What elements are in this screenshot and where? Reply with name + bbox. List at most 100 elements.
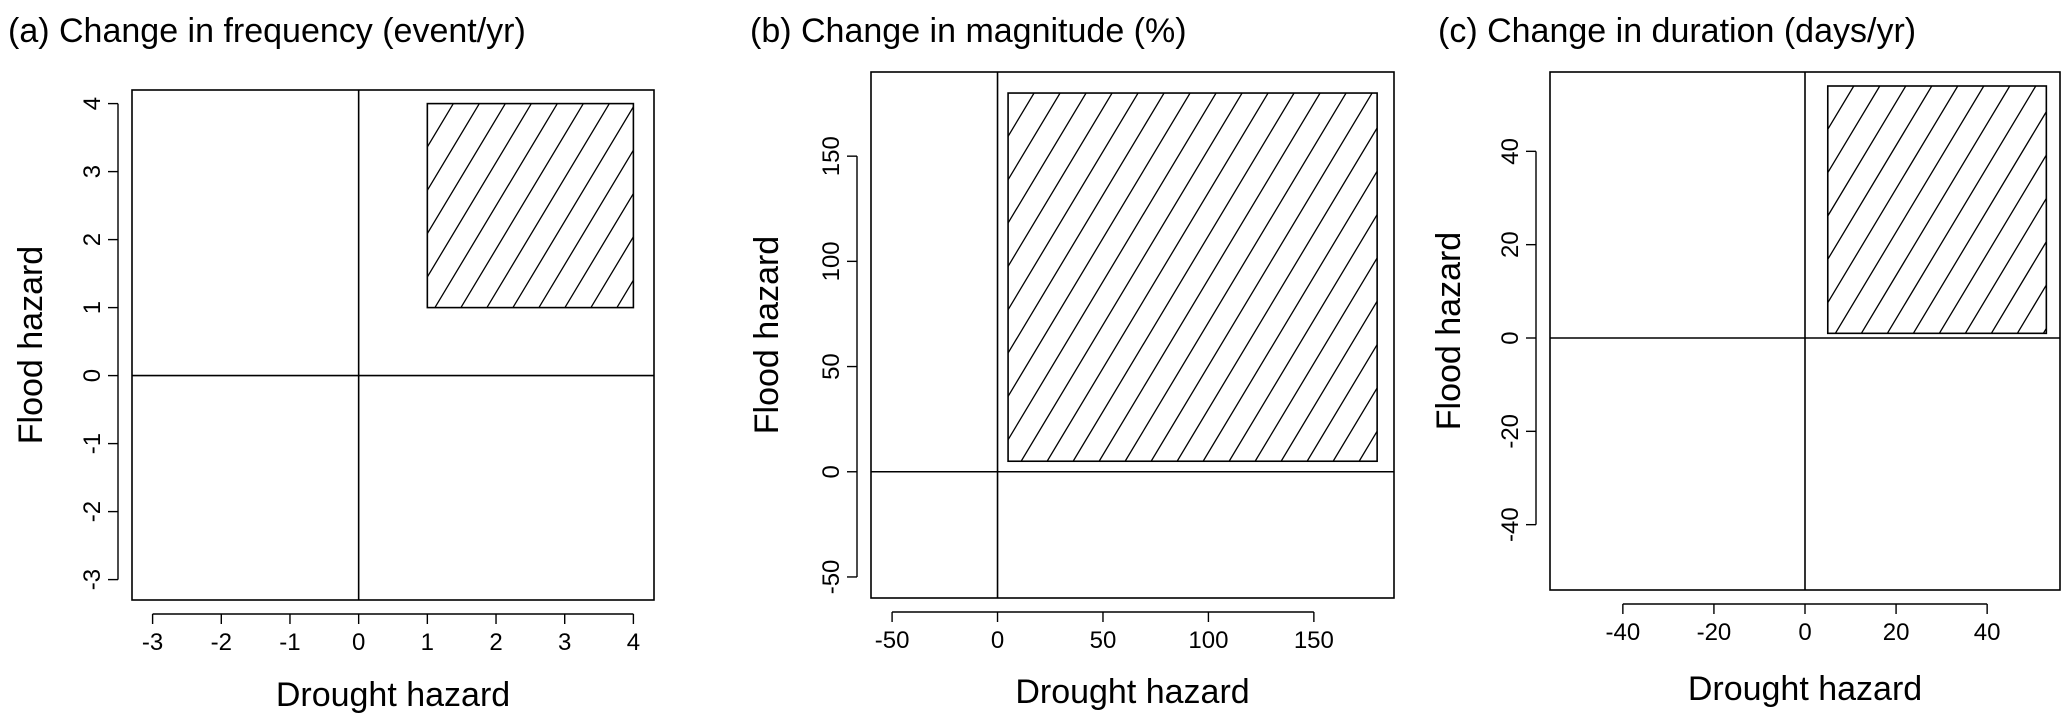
x-tick-label: 0: [1798, 619, 1811, 646]
hatch-line: [2016, 283, 2047, 334]
plot-frame: [131, 89, 655, 601]
hatch-line: [427, 103, 532, 279]
x-tick-label: -2: [211, 629, 232, 656]
y-tick-label: -50: [818, 560, 845, 595]
x-tick-label: 40: [1974, 619, 2001, 646]
hatch-line: [1020, 93, 1243, 462]
y-tick-label: 50: [818, 353, 845, 380]
hatch-line: [512, 105, 634, 308]
hatch-line: [1280, 300, 1378, 462]
hatch-line: [1098, 93, 1321, 462]
chart-title: (b) Change in magnitude (%): [750, 12, 1187, 50]
chart-panel-1: (a) Change in frequency (event/yr) -3 -2 -1…: [8, 12, 765, 714]
plot-frame: [870, 71, 1395, 599]
hatch-line: [1827, 86, 1907, 218]
hatch-line: [1827, 86, 1855, 131]
hatch-line: [1202, 170, 1378, 462]
hatch-line: [643, 104, 765, 308]
x-tick-label: 50: [1090, 627, 1117, 654]
y-tick-label: 4: [79, 97, 106, 110]
x-tick-label: 0: [352, 629, 365, 656]
hatch-line: [1827, 86, 1881, 174]
x-tick-label: -40: [1606, 619, 1641, 646]
x-tick-label: 150: [1294, 627, 1334, 654]
hatch-line: [1886, 86, 2037, 334]
y-tick-label: -1: [79, 433, 106, 454]
hatch-line: [1332, 386, 1378, 462]
x-tick-label: -1: [279, 629, 300, 656]
chart-title: (c) Change in duration (days/yr): [1438, 12, 1916, 50]
x-tick-label: -50: [875, 627, 910, 654]
hatch-line: [1008, 93, 1113, 268]
x-tick-label: -20: [1697, 619, 1732, 646]
hatch-line: [1176, 126, 1378, 462]
x-tick-label: 4: [627, 629, 640, 656]
hatched-region: [1007, 92, 1378, 463]
hatch-line: [1150, 93, 1373, 462]
hatch-line: [1008, 93, 1035, 138]
hatch-line: [1860, 86, 2011, 334]
hatch-lines: [1827, 86, 2047, 334]
hatch-line: [564, 192, 634, 308]
chart-panel-2: (b) Change in magnitude (%) -50 0 50 100 150 D…: [748, 12, 1606, 711]
hatch-line: [1124, 93, 1347, 462]
hatch-line: [1385, 93, 1606, 461]
hatch-line: [1008, 93, 1061, 181]
hatch-lines: [427, 103, 765, 308]
y-tick-label: 40: [1497, 138, 1524, 165]
x-axis-label: Drought hazard: [1015, 673, 1249, 711]
x-axis-label: Drought hazard: [1688, 670, 1922, 708]
y-axis-label: Flood hazard: [748, 236, 786, 434]
hatch-line: [434, 103, 558, 308]
hatch-line: [427, 103, 428, 105]
hatch-line: [460, 103, 584, 308]
hatch-line: [1008, 93, 1087, 225]
y-tick-label: 2: [79, 233, 106, 246]
y-tick-label: 150: [818, 136, 845, 176]
hatch-line: [1008, 93, 1139, 311]
y-axis-label: Flood hazard: [12, 246, 50, 444]
hatch-line: [1990, 240, 2047, 334]
hatched-region: [1826, 85, 2048, 335]
y-tick-label: 1: [79, 301, 106, 314]
y-tick-label: -20: [1497, 414, 1524, 449]
y-tick-label: -40: [1497, 507, 1524, 542]
hatch-line: [486, 103, 610, 308]
y-tick-label: 100: [818, 241, 845, 281]
x-tick-label: 20: [1883, 619, 1910, 646]
x-tick-label: 0: [991, 627, 1004, 654]
x-tick-label: 2: [489, 629, 502, 656]
hatch-line: [590, 235, 634, 308]
x-axis-label: Drought hazard: [276, 676, 510, 714]
hatch-line: [1008, 93, 1165, 355]
x-tick-label: 100: [1188, 627, 1228, 654]
hatch-line: [427, 103, 454, 149]
y-tick-label: 3: [79, 165, 106, 178]
hatch-line: [1008, 93, 1217, 441]
x-tick-label: 3: [558, 629, 571, 656]
hatched-region: [426, 102, 635, 309]
y-tick-label: 0: [1497, 331, 1524, 344]
hatch-line: [1072, 93, 1295, 462]
hatch-line: [1964, 197, 2047, 334]
hatch-line: [1938, 153, 2047, 334]
y-tick-label: 0: [818, 465, 845, 478]
y-tick-label: 20: [1497, 231, 1524, 258]
hatch-line: [616, 278, 634, 308]
chart-title: (a) Change in frequency (event/yr): [8, 12, 526, 50]
hatch-lines: [1008, 93, 1606, 462]
hatch-line: [538, 148, 634, 308]
x-tick-label: -3: [142, 629, 163, 656]
hatch-line: [1306, 343, 1378, 462]
hatch-line: [1912, 110, 2047, 334]
hatch-line: [1046, 93, 1269, 462]
hatch-line: [1008, 93, 1191, 398]
hatch-line: [1254, 256, 1378, 462]
hatch-line: [427, 103, 480, 192]
hatch-line: [427, 103, 506, 235]
chart-panel-3: (c) Change in duration (days/yr) -40 -20 0 2…: [1430, 12, 2061, 708]
hatch-line: [1827, 86, 1933, 261]
y-axis-label: Flood hazard: [1430, 232, 1468, 430]
hatch-line: [1834, 86, 1985, 334]
